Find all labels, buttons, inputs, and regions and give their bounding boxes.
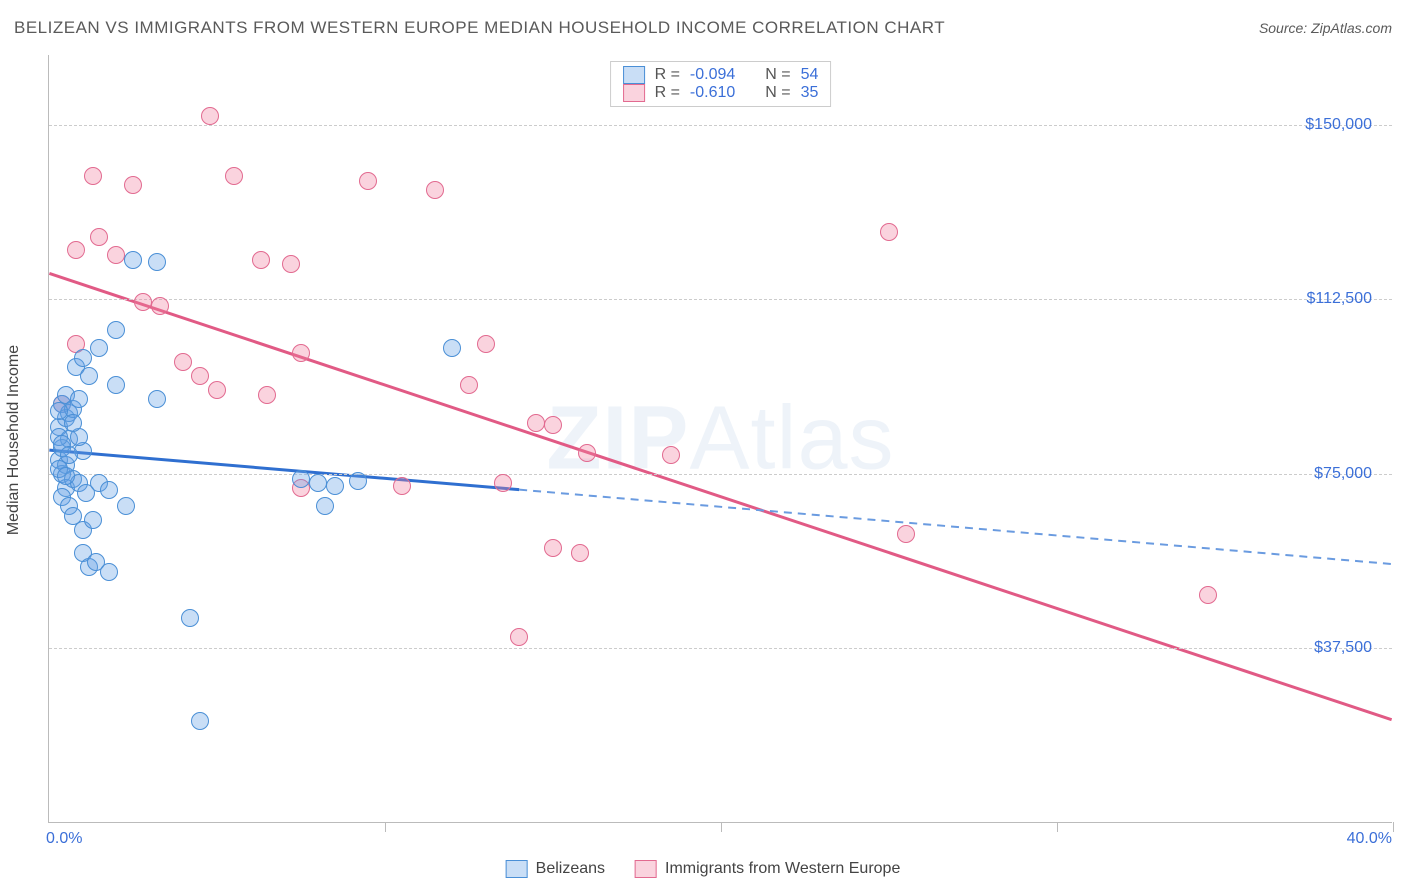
series-legend: Belizeans Immigrants from Western Europe [506,860,901,878]
data-point-immigrants [527,414,545,432]
data-point-immigrants [191,367,209,385]
data-point-belizeans [70,390,88,408]
trend-line [49,273,1391,719]
x-tick [1393,822,1394,832]
data-point-immigrants [544,539,562,557]
data-point-immigrants [359,172,377,190]
data-point-belizeans [316,497,334,515]
data-point-immigrants [578,444,596,462]
data-point-immigrants [494,474,512,492]
data-point-immigrants [174,353,192,371]
data-point-immigrants [107,246,125,264]
data-point-belizeans [181,609,199,627]
y-tick-label: $75,000 [1314,465,1372,483]
gridline [49,648,1392,649]
data-point-immigrants [426,181,444,199]
data-point-immigrants [90,228,108,246]
x-tick [721,822,722,832]
swatch-immigrants [635,860,657,878]
x-tick [385,822,386,832]
data-point-immigrants [292,344,310,362]
data-point-immigrants [258,386,276,404]
data-point-belizeans [90,339,108,357]
gridline [49,299,1392,300]
data-point-belizeans [148,390,166,408]
data-point-belizeans [191,712,209,730]
data-point-belizeans [148,253,166,271]
data-point-belizeans [50,402,68,420]
data-point-immigrants [393,477,411,495]
data-point-immigrants [510,628,528,646]
data-point-immigrants [84,167,102,185]
legend-item-immigrants: Immigrants from Western Europe [635,860,900,878]
data-point-immigrants [225,167,243,185]
gridline [49,125,1392,126]
data-point-belizeans [349,472,367,490]
data-point-immigrants [897,525,915,543]
legend-item-belizeans: Belizeans [506,860,605,878]
data-point-belizeans [107,376,125,394]
data-point-immigrants [477,335,495,353]
data-point-immigrants [134,293,152,311]
data-point-belizeans [84,511,102,529]
data-point-immigrants [880,223,898,241]
swatch-belizeans [623,66,645,84]
data-point-belizeans [443,339,461,357]
data-point-belizeans [326,477,344,495]
data-point-immigrants [662,446,680,464]
data-point-belizeans [80,367,98,385]
data-point-belizeans [117,497,135,515]
x-min-label: 0.0% [46,830,82,848]
chart-title: BELIZEAN VS IMMIGRANTS FROM WESTERN EURO… [14,18,945,38]
data-point-immigrants [571,544,589,562]
data-point-belizeans [107,321,125,339]
data-point-immigrants [124,176,142,194]
data-point-immigrants [151,297,169,315]
source-attribution: Source: ZipAtlas.com [1259,20,1392,36]
y-axis-label: Median Household Income [5,345,23,535]
data-point-immigrants [252,251,270,269]
x-max-label: 40.0% [1347,830,1392,848]
data-point-immigrants [67,241,85,259]
y-tick-label: $112,500 [1306,290,1372,308]
data-point-immigrants [544,416,562,434]
data-point-immigrants [1199,586,1217,604]
data-point-belizeans [124,251,142,269]
chart-header: BELIZEAN VS IMMIGRANTS FROM WESTERN EURO… [14,18,1392,38]
y-tick-label: $150,000 [1305,116,1372,134]
gridline [49,474,1392,475]
y-tick-label: $37,500 [1314,639,1372,657]
trend-line [519,490,1391,564]
data-point-immigrants [208,381,226,399]
data-point-immigrants [460,376,478,394]
data-point-belizeans [57,467,75,485]
data-point-belizeans [100,563,118,581]
stats-legend: R = -0.094 N = 54 R = -0.610 N = 35 [610,61,832,107]
data-point-immigrants [282,255,300,273]
stats-row-immigrants: R = -0.610 N = 35 [623,84,819,102]
scatter-plot-area: ZIPAtlas R = -0.094 N = 54 R = -0.610 N … [48,55,1392,823]
x-tick [1057,822,1058,832]
swatch-immigrants [623,84,645,102]
data-point-belizeans [74,349,92,367]
data-point-immigrants [201,107,219,125]
data-point-belizeans [100,481,118,499]
trend-line [49,450,519,490]
swatch-belizeans [506,860,528,878]
data-point-belizeans [309,474,327,492]
data-point-belizeans [292,470,310,488]
trend-lines-layer [49,55,1392,822]
stats-row-belizeans: R = -0.094 N = 54 [623,66,819,84]
